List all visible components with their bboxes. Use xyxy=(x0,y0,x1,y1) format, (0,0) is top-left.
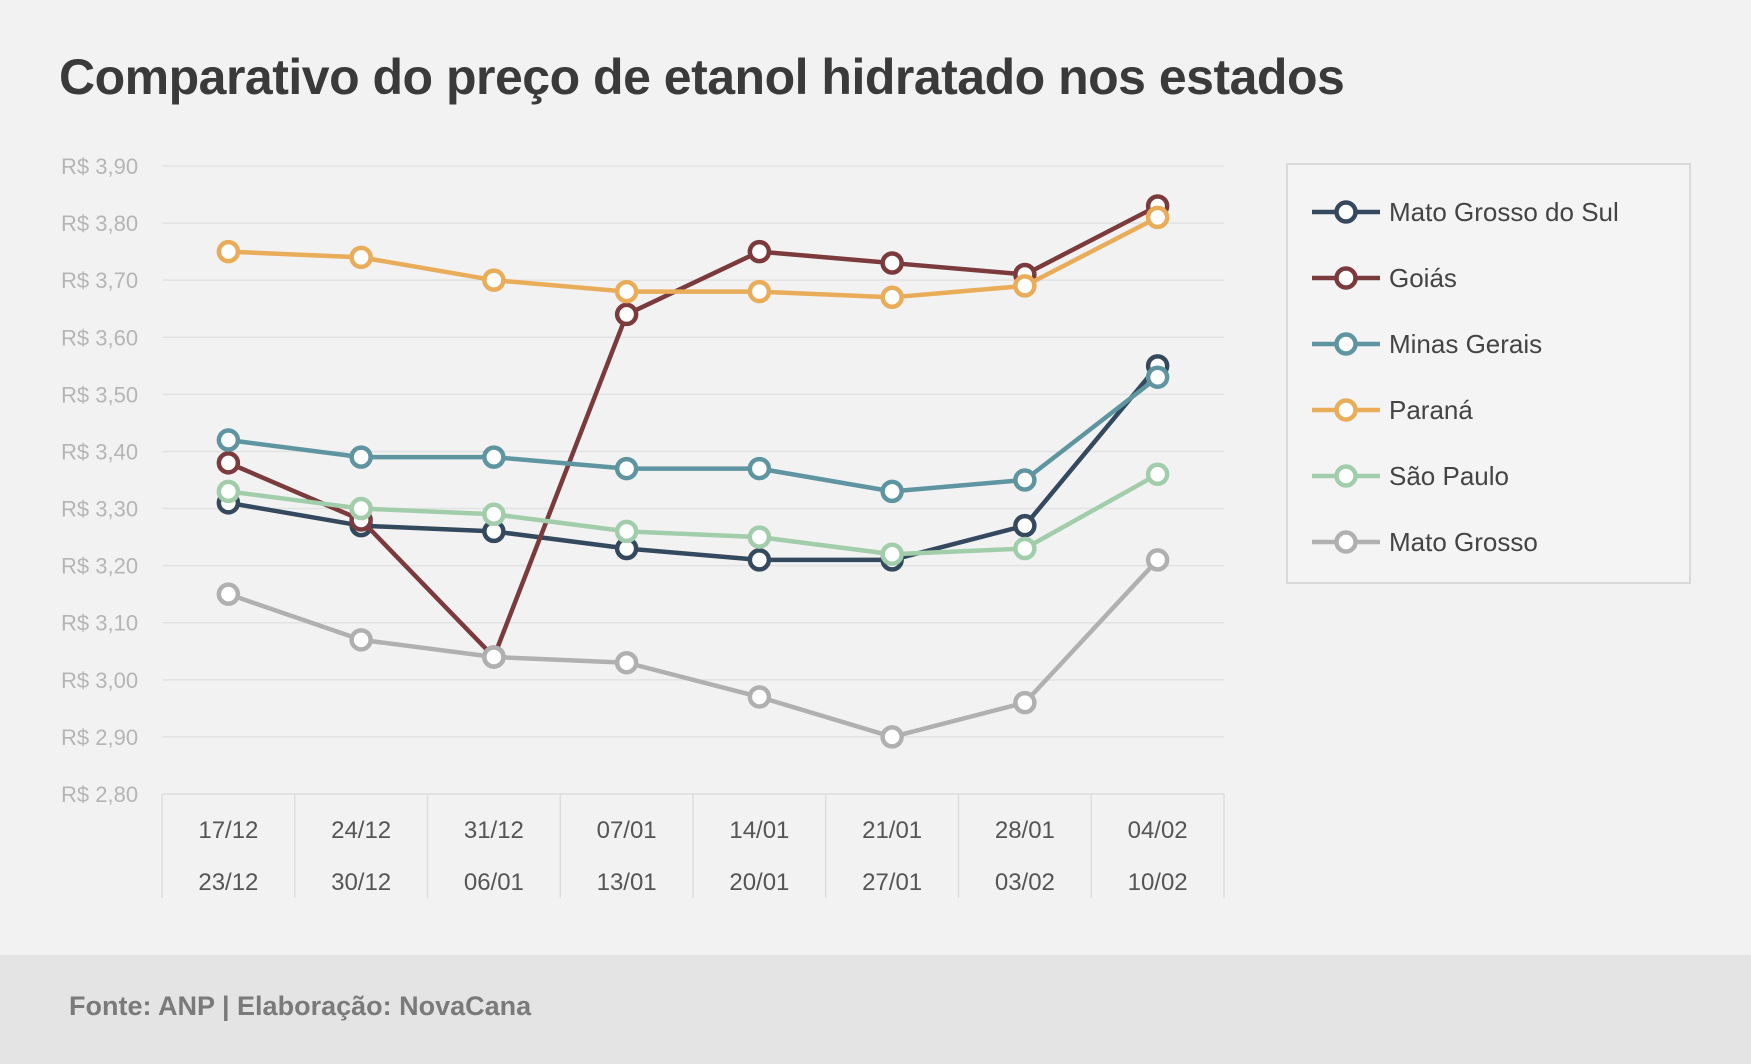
source-note: Fonte: ANP | Elaboração: NovaCana xyxy=(69,991,532,1021)
data-point xyxy=(1013,690,1037,715)
data-point xyxy=(482,502,506,527)
data-point xyxy=(747,685,772,709)
y-tick-label: R$ 3,20 xyxy=(61,554,138,579)
data-point xyxy=(349,445,373,469)
x-tick-label: 27/01 xyxy=(862,869,922,896)
chart-title: Comparativo do preço de etanol hidratado… xyxy=(59,49,1345,105)
legend-label: Paraná xyxy=(1389,395,1473,425)
legend-swatch-marker xyxy=(1334,200,1358,224)
x-tick-label: 07/01 xyxy=(597,817,657,844)
data-point xyxy=(482,268,506,292)
x-tick-label: 14/01 xyxy=(729,817,789,844)
y-tick-label: R$ 3,10 xyxy=(61,611,138,636)
series-line xyxy=(226,557,1160,740)
data-point xyxy=(747,525,772,549)
data-point xyxy=(349,245,373,270)
data-point xyxy=(1013,513,1037,538)
data-point xyxy=(1145,548,1170,572)
data-point xyxy=(216,582,241,606)
x-tick-label: 17/12 xyxy=(198,817,258,844)
legend-box xyxy=(1286,163,1691,584)
legend-swatch-marker xyxy=(1334,464,1358,488)
footer-bar: Fonte: ANP | Elaboração: NovaCana xyxy=(0,955,1751,1064)
data-point xyxy=(482,645,506,669)
x-tick-label: 24/12 xyxy=(331,817,391,844)
x-axis: 17/12 23/12 24/12 30/12 31/12 06/01 07/01 13/01… xyxy=(161,793,1225,898)
series-lines xyxy=(216,194,1170,749)
x-tick-label: 06/01 xyxy=(464,869,524,896)
legend-label: Goiás xyxy=(1389,263,1457,293)
x-tick-label: 13/01 xyxy=(597,869,657,896)
data-point xyxy=(1013,274,1037,298)
series-line xyxy=(226,203,1160,660)
data-point xyxy=(349,628,373,652)
data-point xyxy=(1013,536,1037,561)
x-tick-label: 20/01 xyxy=(729,869,789,896)
legend-label: Mato Grosso do Sul xyxy=(1389,197,1619,227)
data-point xyxy=(1145,205,1170,230)
series-line xyxy=(226,374,1160,494)
data-point xyxy=(1145,462,1170,487)
x-tick-label: 23/12 xyxy=(198,869,258,896)
legend-label: Mato Grosso xyxy=(1389,527,1538,557)
legend-label: São Paulo xyxy=(1389,461,1509,491)
data-point xyxy=(614,650,639,675)
series-line xyxy=(226,215,1160,300)
data-point xyxy=(880,479,904,504)
data-point xyxy=(614,279,639,304)
y-tick-label: R$ 3,90 xyxy=(61,154,138,179)
x-tick-label: 28/01 xyxy=(995,817,1055,844)
x-tick-label: 30/12 xyxy=(331,869,391,896)
data-point xyxy=(880,285,904,310)
data-point xyxy=(1145,365,1170,389)
data-point xyxy=(880,725,904,749)
legend-swatch-marker xyxy=(1334,332,1358,356)
x-tick-label: 03/02 xyxy=(995,869,1055,896)
y-tick-label: R$ 3,70 xyxy=(61,268,138,293)
y-tick-label: R$ 3,50 xyxy=(61,382,138,407)
data-point xyxy=(880,251,904,275)
data-point xyxy=(216,239,241,264)
x-tick-label: 31/12 xyxy=(464,817,524,844)
x-tick-label: 21/01 xyxy=(862,817,922,844)
y-tick-label: R$ 2,90 xyxy=(61,725,138,750)
data-point xyxy=(216,451,241,475)
legend-swatch-marker xyxy=(1334,398,1358,422)
data-point xyxy=(349,496,373,521)
series-line xyxy=(226,472,1160,557)
data-point xyxy=(614,456,639,481)
data-point xyxy=(614,302,639,327)
data-point xyxy=(747,239,772,264)
data-point xyxy=(216,479,241,504)
data-point xyxy=(1013,468,1037,492)
y-tick-label: R$ 3,80 xyxy=(61,211,138,236)
legend-swatch-marker xyxy=(1334,530,1358,554)
y-axis: R$ 3,90 R$ 3,80 R$ 3,70 R$ 3,60 R$ 3,50 R$ 3,… xyxy=(61,154,138,807)
data-point xyxy=(880,542,904,566)
data-point xyxy=(747,456,772,481)
x-tick-label: 04/02 xyxy=(1128,817,1188,844)
y-tick-label: R$ 3,00 xyxy=(61,668,138,693)
data-point xyxy=(747,279,772,304)
data-point xyxy=(216,428,241,452)
y-tick-label: R$ 3,40 xyxy=(61,439,138,464)
data-point xyxy=(482,445,506,469)
y-tick-label: R$ 3,60 xyxy=(61,325,138,350)
legend-swatch-marker xyxy=(1334,266,1358,290)
y-tick-label: R$ 3,30 xyxy=(61,497,138,522)
legend-label: Minas Gerais xyxy=(1389,329,1542,359)
line-chart: R$ 3,90 R$ 3,80 R$ 3,70 R$ 3,60 R$ 3,50 R$ 3,… xyxy=(61,154,1691,898)
legend: Mato Grosso do Sul Goiás Minas Gerais Paran… xyxy=(1286,163,1691,584)
data-point xyxy=(614,519,639,544)
data-point xyxy=(747,548,772,572)
series-line xyxy=(226,363,1160,563)
x-tick-label: 10/02 xyxy=(1128,869,1188,896)
y-tick-label: R$ 2,80 xyxy=(61,782,138,807)
